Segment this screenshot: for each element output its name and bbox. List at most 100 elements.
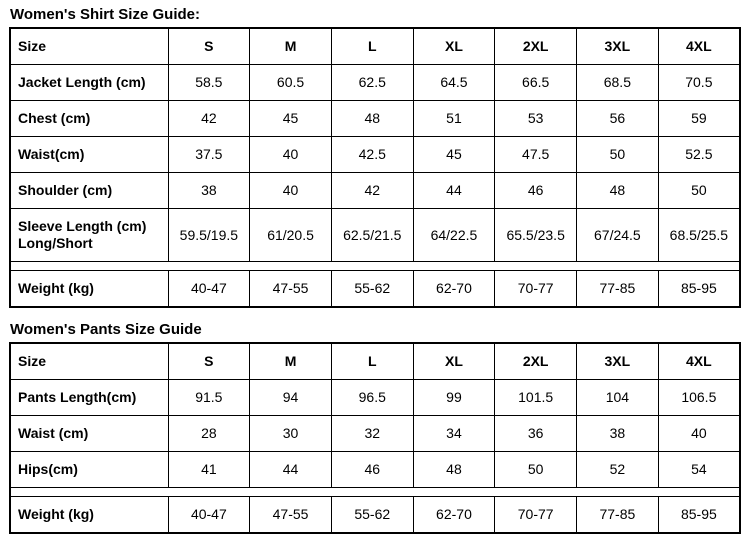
- table-row: Weight (kg) 40-47 47-55 55-62 62-70 70-77 77-8…: [9, 496, 741, 534]
- table-row: Sleeve Length (cm) Long/Short 59.5/19.5 61…: [9, 208, 741, 262]
- value-cell: 48: [576, 172, 659, 209]
- value-cell: 34: [412, 415, 496, 452]
- value-cell: 96.5: [330, 379, 414, 416]
- size-column-header: M: [249, 342, 332, 380]
- pants-guide-title: Women's Pants Size Guide: [10, 321, 202, 338]
- value-cell: 56: [576, 100, 659, 137]
- value-cell: 64.5: [412, 64, 496, 101]
- value-cell: 60.5: [249, 64, 332, 101]
- value-cell: 48: [330, 100, 414, 137]
- header-row: Size S M L XL 2XL 3XL 4XL: [9, 27, 741, 65]
- value-cell: 101.5: [494, 379, 578, 416]
- row-label-header: Size: [9, 27, 169, 65]
- size-column-header: 3XL: [576, 342, 659, 380]
- size-column-header: 3XL: [576, 27, 659, 65]
- value-cell: 52.5: [657, 136, 741, 173]
- value-cell: 55-62: [330, 496, 414, 534]
- row-label: Sleeve Length (cm) Long/Short: [9, 208, 169, 262]
- value-cell: 52: [576, 451, 659, 488]
- value-cell: 70-77: [494, 270, 578, 308]
- pants-size-guide-section: Women's Pants Size Guide Size S M L XL 2XL 3XL…: [9, 321, 741, 534]
- value-cell: 28: [167, 415, 251, 452]
- value-cell: 50: [576, 136, 659, 173]
- table-row: Jacket Length (cm) 58.5 60.5 62.5 64.5 66.5 68…: [9, 64, 741, 101]
- value-cell: 68.5: [576, 64, 659, 101]
- spacer-row: [9, 487, 741, 497]
- row-label: Waist (cm): [9, 415, 169, 452]
- value-cell: 48: [412, 451, 496, 488]
- size-column-header: M: [249, 27, 332, 65]
- value-cell: 37.5: [167, 136, 251, 173]
- row-label: Pants Length(cm): [9, 379, 169, 416]
- row-label: Weight (kg): [9, 270, 169, 308]
- spacer-cell: [9, 487, 741, 497]
- spacer-cell: [9, 261, 741, 271]
- row-label-header: Size: [9, 342, 169, 380]
- size-column-header: XL: [412, 27, 496, 65]
- value-cell: 62-70: [412, 496, 496, 534]
- value-cell: 38: [167, 172, 251, 209]
- value-cell: 40-47: [167, 496, 251, 534]
- value-cell: 67/24.5: [576, 208, 659, 262]
- size-column-header: L: [330, 342, 414, 380]
- value-cell: 44: [412, 172, 496, 209]
- value-cell: 40: [249, 136, 332, 173]
- row-label: Jacket Length (cm): [9, 64, 169, 101]
- value-cell: 94: [249, 379, 332, 416]
- value-cell: 47-55: [249, 270, 332, 308]
- value-cell: 77-85: [576, 496, 659, 534]
- value-cell: 44: [249, 451, 332, 488]
- table-row: Hips(cm) 41 44 46 48 50 52 54: [9, 451, 741, 488]
- value-cell: 54: [657, 451, 741, 488]
- value-cell: 85-95: [657, 270, 741, 308]
- row-label: Weight (kg): [9, 496, 169, 534]
- value-cell: 62.5: [330, 64, 414, 101]
- table-row: Shoulder (cm) 38 40 42 44 46 48 50: [9, 172, 741, 209]
- value-cell: 70-77: [494, 496, 578, 534]
- value-cell: 42: [330, 172, 414, 209]
- value-cell: 50: [494, 451, 578, 488]
- value-cell: 36: [494, 415, 578, 452]
- row-label: Chest (cm): [9, 100, 169, 137]
- shirt-size-guide-section: Women's Shirt Size Guide: Size S M L XL 2XL 3X…: [9, 6, 741, 308]
- row-label: Hips(cm): [9, 451, 169, 488]
- value-cell: 51: [412, 100, 496, 137]
- value-cell: 55-62: [330, 270, 414, 308]
- value-cell: 64/22.5: [412, 208, 496, 262]
- value-cell: 40-47: [167, 270, 251, 308]
- value-cell: 62-70: [412, 270, 496, 308]
- value-cell: 65.5/23.5: [494, 208, 578, 262]
- size-column-header: L: [330, 27, 414, 65]
- value-cell: 38: [576, 415, 659, 452]
- value-cell: 32: [330, 415, 414, 452]
- value-cell: 47-55: [249, 496, 332, 534]
- value-cell: 46: [330, 451, 414, 488]
- value-cell: 40: [657, 415, 741, 452]
- value-cell: 62.5/21.5: [330, 208, 414, 262]
- size-column-header: S: [167, 342, 251, 380]
- size-column-header: S: [167, 27, 251, 65]
- row-label: Shoulder (cm): [9, 172, 169, 209]
- value-cell: 106.5: [657, 379, 741, 416]
- size-column-header: XL: [412, 342, 496, 380]
- shirt-guide-title: Women's Shirt Size Guide:: [10, 6, 200, 23]
- value-cell: 85-95: [657, 496, 741, 534]
- value-cell: 46: [494, 172, 578, 209]
- value-cell: 59: [657, 100, 741, 137]
- value-cell: 68.5/25.5: [657, 208, 741, 262]
- value-cell: 59.5/19.5: [167, 208, 251, 262]
- value-cell: 61/20.5: [249, 208, 332, 262]
- value-cell: 30: [249, 415, 332, 452]
- table-row: Chest (cm) 42 45 48 51 53 56 59: [9, 100, 741, 137]
- value-cell: 45: [412, 136, 496, 173]
- value-cell: 53: [494, 100, 578, 137]
- table-row: Waist(cm) 37.5 40 42.5 45 47.5 50 52.5: [9, 136, 741, 173]
- size-column-header: 2XL: [494, 27, 578, 65]
- table-row: Weight (kg) 40-47 47-55 55-62 62-70 70-77 77-8…: [9, 270, 741, 308]
- size-column-header: 2XL: [494, 342, 578, 380]
- size-column-header: 4XL: [657, 27, 741, 65]
- value-cell: 99: [412, 379, 496, 416]
- shirt-size-table: Size S M L XL 2XL 3XL 4XL Jacket Length (cm) 58.5…: [9, 27, 741, 308]
- pants-size-table: Size S M L XL 2XL 3XL 4XL Pants Length(cm) 91.5 94…: [9, 342, 741, 534]
